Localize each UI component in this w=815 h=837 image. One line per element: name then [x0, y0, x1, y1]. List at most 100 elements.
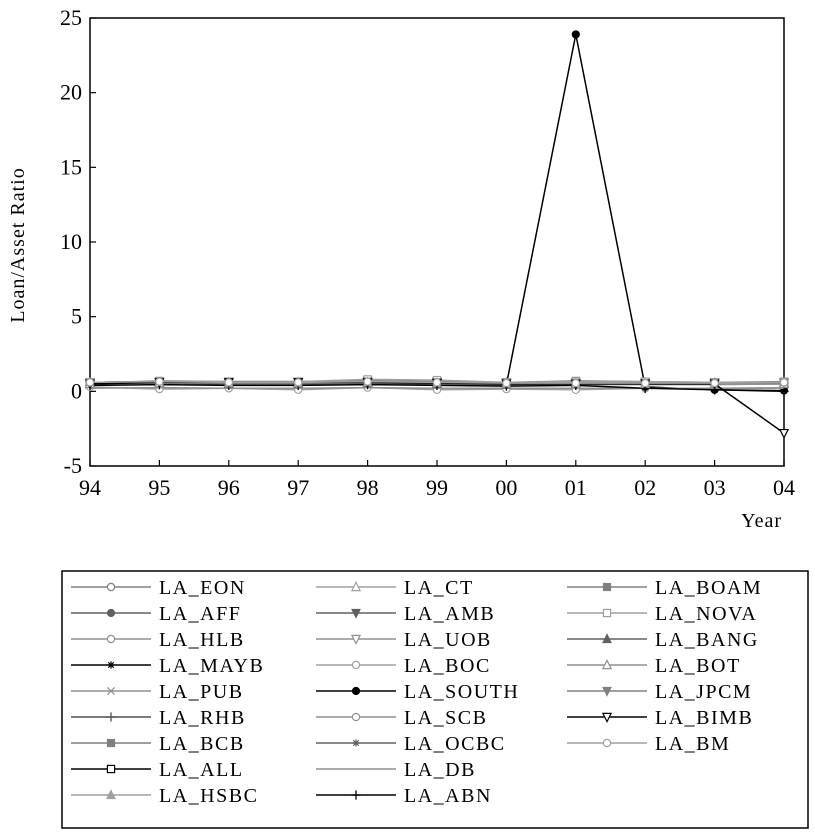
series-la-south: [85, 30, 789, 395]
y-tick-label: -5: [64, 453, 82, 478]
x-tick-label: 00: [495, 475, 517, 500]
x-tick-label: 99: [426, 475, 448, 500]
legend-entry-la-hlb: LA_HLB: [71, 629, 245, 651]
y-tick-label: 5: [71, 304, 82, 329]
legend-label: LA_PUB: [159, 681, 244, 703]
legend: LA_EON LA_AFF LA_HLB LA_MAYB LA_PUB LA_RHB LA_…: [71, 577, 762, 807]
x-tick-label: 01: [565, 475, 587, 500]
legend-entry-la-db: LA_DB: [316, 759, 476, 781]
x-axis-title: Year: [741, 510, 782, 532]
legend-swatch-marker: [106, 634, 116, 644]
legend-label: LA_HLB: [159, 629, 245, 651]
legend-label: LA_SOUTH: [404, 681, 519, 703]
legend-label: LA_ABN: [404, 785, 492, 807]
legend-entry-la-amb: LA_AMB: [316, 603, 495, 625]
legend-swatch-marker: [351, 712, 361, 722]
legend-entry-la-bimb: LA_BIMB: [567, 707, 753, 729]
legend-entry-la-bm: LA_BM: [567, 733, 730, 755]
legend-swatch-marker: [352, 739, 360, 747]
legend-label: LA_BIMB: [655, 707, 753, 729]
series-layer: [84, 30, 790, 440]
data-point: [778, 428, 790, 440]
y-axis-title: Loan/Asset Ratio: [7, 167, 29, 322]
legend-entry-la-scb: LA_SCB: [316, 707, 487, 729]
legend-entry-la-ocbc: LA_OCBC: [316, 733, 506, 755]
data-point: [85, 378, 95, 387]
y-tick-label: 25: [60, 5, 82, 30]
legend-entry-la-aff: LA_AFF: [71, 603, 240, 625]
data-point: [294, 378, 303, 387]
y-axis: -5 0 5 10 15 20 25: [60, 5, 96, 478]
legend-swatch-marker: [602, 608, 612, 618]
series-line: [89, 34, 785, 392]
legend-entry-la-all: LA_ALL: [71, 759, 244, 781]
y-tick-label: 0: [71, 378, 82, 403]
legend-entry-la-bot: LA_BOT: [567, 655, 739, 677]
legend-swatch-marker: [351, 660, 361, 670]
x-tick-label: 03: [704, 475, 726, 500]
y-tick-label: 10: [60, 229, 82, 254]
x-tick-label: 95: [148, 475, 170, 500]
legend-label: LA_BCB: [159, 733, 245, 755]
x-tick-label: 02: [634, 475, 656, 500]
legend-entry-la-abn: LA_ABN: [316, 785, 492, 807]
legend-label: LA_BOC: [404, 655, 491, 677]
legend-entry-la-jpcm: LA_JPCM: [567, 681, 752, 703]
legend-swatch-marker: [351, 790, 361, 800]
x-tick-label: 98: [357, 475, 379, 500]
data-point: [155, 377, 164, 386]
legend-label: LA_BM: [655, 733, 730, 755]
legend-swatch-marker: [350, 581, 362, 592]
legend-swatch-marker: [602, 686, 612, 697]
legend-entry-la-south: LA_SOUTH: [316, 681, 519, 703]
x-tick-label: 94: [79, 475, 101, 500]
x-axis: 94 95 96 97 98 99 00 01 02 03 04: [79, 460, 795, 500]
plot-area-frame: [89, 17, 785, 467]
data-point: [224, 378, 233, 387]
data-point: [571, 30, 580, 39]
legend-label: LA_DB: [404, 759, 476, 781]
legend-entry-la-boc: LA_BOC: [316, 655, 491, 677]
data-point: [502, 378, 511, 388]
legend-label: LA_SCB: [404, 707, 487, 729]
x-tick-label: 97: [287, 475, 309, 500]
legend-swatch-marker: [601, 659, 613, 670]
legend-swatch-marker: [351, 608, 361, 619]
legend-entry-la-ct: LA_CT: [316, 577, 474, 599]
data-point: [710, 378, 719, 388]
legend-label: LA_OCBC: [404, 733, 506, 755]
legend-swatch-marker: [106, 582, 116, 592]
legend-entry-la-bang: LA_BANG: [567, 629, 757, 651]
legend-label: LA_RHB: [159, 707, 246, 729]
legend-entry-la-nova: LA_NOVA: [567, 603, 757, 625]
y-tick-label: 15: [60, 154, 82, 179]
legend-entry-la-hsbc: LA_HSBC: [71, 785, 258, 807]
data-point: [641, 378, 650, 388]
legend-swatch-marker: [106, 789, 116, 800]
legend-swatch-marker: [602, 633, 612, 644]
legend-swatch-marker: [106, 712, 116, 722]
legend-label: LA_MAYB: [159, 655, 264, 677]
legend-swatch-marker: [602, 582, 612, 592]
legend-label: LA_NOVA: [655, 603, 757, 625]
legend-swatch-marker: [601, 712, 613, 723]
legend-entry-la-bcb: LA_BCB: [71, 733, 245, 755]
legend-swatch-marker: [106, 764, 116, 774]
legend-label: LA_BOAM: [655, 577, 762, 599]
legend-label: LA_AMB: [404, 603, 495, 625]
legend-frame: [61, 570, 809, 829]
legend-label: LA_HSBC: [159, 785, 258, 807]
x-tick-label: 96: [218, 475, 240, 500]
legend-label: LA_UOB: [404, 629, 492, 651]
legend-label: LA_JPCM: [655, 681, 752, 703]
series-la-bm: [85, 377, 789, 388]
legend-swatch-marker: [106, 686, 116, 696]
data-point: [432, 378, 442, 387]
legend-label: LA_ALL: [159, 759, 244, 781]
legend-swatch-marker: [107, 661, 115, 669]
legend-entry-la-eon: LA_EON: [71, 577, 244, 599]
legend-label: LA_CT: [404, 577, 474, 599]
data-point: [779, 378, 789, 387]
data-point: [571, 378, 581, 388]
